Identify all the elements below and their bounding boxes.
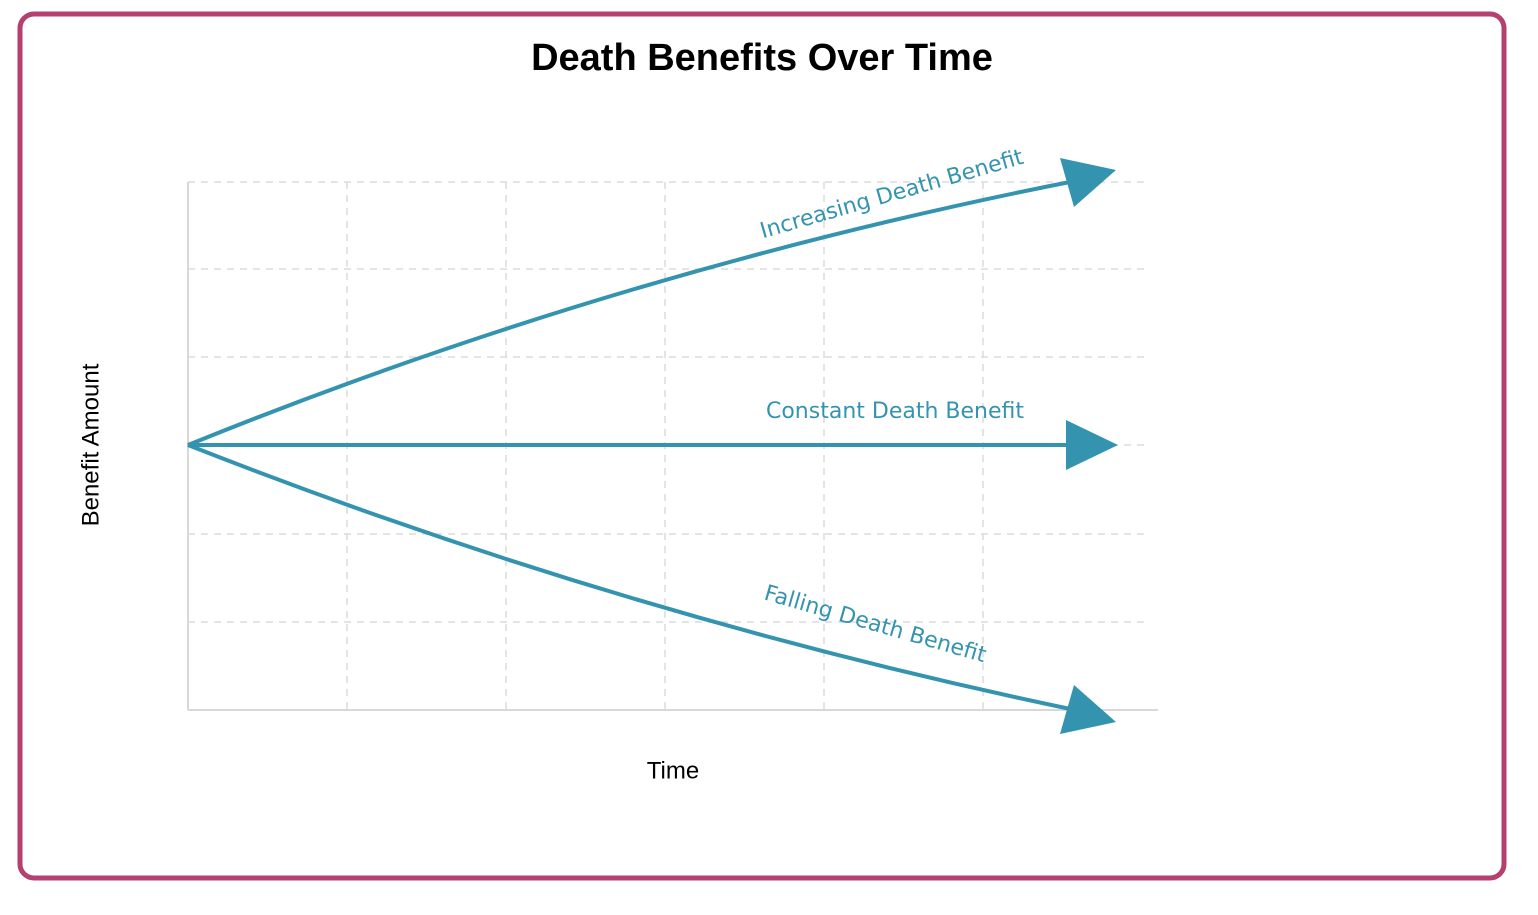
x-axis-label: Time xyxy=(647,757,699,784)
increasing-line xyxy=(187,178,1081,447)
arrow-head xyxy=(1060,685,1116,734)
line-label: Constant Death Benefit xyxy=(766,399,1024,424)
arrow-head xyxy=(1066,420,1118,470)
falling-line xyxy=(187,443,1076,712)
arrow-head xyxy=(1060,158,1116,207)
title: Death Benefits Over Time xyxy=(531,37,993,79)
y-axis-label: Benefit Amount xyxy=(77,363,104,526)
